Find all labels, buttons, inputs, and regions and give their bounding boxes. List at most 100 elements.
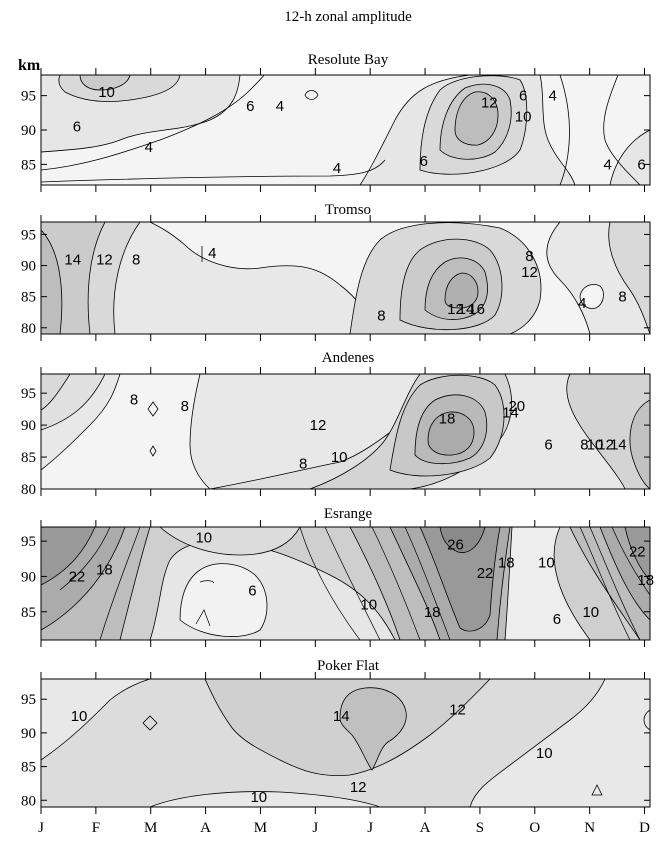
contour-line-edge <box>643 709 650 731</box>
month-label: F <box>92 820 100 836</box>
contour-label: 16 <box>468 301 485 318</box>
x-ticks <box>40 672 646 814</box>
contour-label: 4 <box>145 139 153 156</box>
figure-title: 12-h zonal amplitude <box>284 9 412 25</box>
contour-line-2 <box>324 527 381 640</box>
contour-label: 8 <box>299 455 307 472</box>
contour-label: 8 <box>525 248 533 265</box>
y-tick-label: 95 <box>21 534 36 550</box>
panel-title: Resolute Bay <box>308 52 389 68</box>
x-ticks <box>40 68 646 192</box>
contour-fill-20 <box>427 411 475 456</box>
contour-fill-right <box>566 374 650 489</box>
contour-line-diamond <box>147 401 159 417</box>
y-tick-label: 85 <box>21 760 36 776</box>
y-ticks: 80 85 90 95 <box>21 227 650 337</box>
y-tick-label: 95 <box>21 386 36 402</box>
contour-fill-light <box>41 374 211 489</box>
contour-label: 10 <box>98 84 115 101</box>
contour-line-7 <box>611 527 650 596</box>
contour-label: 12 <box>521 264 538 281</box>
contour-label: 10 <box>250 789 267 806</box>
contour-line-4b <box>41 159 386 183</box>
contour-label: 6 <box>73 119 81 136</box>
contour-label: 20 <box>508 398 525 415</box>
contour-label: 10 <box>331 449 348 466</box>
contour-label: 18 <box>96 561 113 578</box>
contour-line-8 <box>99 527 141 640</box>
contour-fill-16-mid <box>444 272 479 309</box>
contour-line-diamond2 <box>149 445 157 457</box>
y-tick-label: 85 <box>21 157 36 173</box>
y-tick-label: 85 <box>21 605 36 621</box>
plot-frame <box>40 221 651 335</box>
y-tick-label: 90 <box>21 123 36 139</box>
contour-label: 14 <box>458 301 475 318</box>
x-ticks <box>40 367 646 496</box>
contour-label: 12 <box>449 701 466 718</box>
contour-label: 8 <box>181 398 189 415</box>
contour-label: 12 <box>481 95 498 112</box>
contour-label: 10 <box>71 708 88 725</box>
contour-label: 10 <box>538 554 555 571</box>
y-ticks: 85 90 95 <box>21 534 650 621</box>
month-label: A <box>420 820 431 836</box>
contour-fill-8-right <box>608 222 650 334</box>
contour-label: 12 <box>310 417 327 434</box>
contour-line-6 <box>589 527 641 640</box>
contour-label: 14 <box>333 708 350 725</box>
contour-label: 4 <box>208 245 216 262</box>
month-label: D <box>639 820 650 836</box>
y-tick-label: 80 <box>21 793 36 809</box>
contour-label: 22 <box>69 568 86 585</box>
contour-line-1 <box>299 527 361 640</box>
month-label: M <box>254 820 267 836</box>
contour-label: 12 <box>597 436 614 453</box>
contour-line-diamond <box>142 715 158 731</box>
contour-label: 10 <box>515 108 532 125</box>
contour-label: 4 <box>276 98 284 115</box>
contour-fill-14-mid <box>339 687 407 771</box>
contour-label: 4 <box>604 156 612 173</box>
contour-label: 14 <box>610 436 627 453</box>
month-label: M <box>144 820 157 836</box>
contour-line-small <box>591 784 603 796</box>
y-tick-label: 90 <box>21 259 36 275</box>
contour-label: 6 <box>637 156 645 173</box>
contour-label: 18 <box>439 411 456 428</box>
plot-frame <box>40 678 651 808</box>
contour-label: 12 <box>350 779 367 796</box>
y-tick-label: 80 <box>21 482 36 498</box>
contour-label: 6 <box>420 153 428 170</box>
unit-label: km <box>18 57 41 74</box>
contour-fill-22-left <box>41 527 96 586</box>
contour-label: 6 <box>246 98 254 115</box>
y-ticks: 80 85 90 95 <box>21 386 650 498</box>
panel-title: Esrange <box>324 506 373 522</box>
contour-line-5 <box>579 527 631 640</box>
month-label: N <box>584 820 595 836</box>
contour-line-4c <box>559 75 570 185</box>
contour-label: 18 <box>424 604 441 621</box>
contour-label: 6 <box>553 611 561 628</box>
contour-fill-10 <box>159 527 301 556</box>
contour-fill-4-right <box>579 284 604 309</box>
panel-esrange: Esrange <box>21 506 655 647</box>
month-label: S <box>476 820 484 836</box>
contour-label: 10 <box>587 436 604 453</box>
contour-line-3 <box>371 527 421 640</box>
contour-fill-12-right <box>454 91 499 146</box>
contour-fill-10-left <box>41 679 151 761</box>
y-tick-label: 90 <box>21 726 36 742</box>
contour-label: 12 <box>447 301 464 318</box>
contour-label: 22 <box>477 565 494 582</box>
contour-label: 6 <box>248 583 256 600</box>
y-tick-label: 95 <box>21 227 36 243</box>
month-label: J <box>312 820 318 836</box>
contour-label: 10 <box>360 597 377 614</box>
